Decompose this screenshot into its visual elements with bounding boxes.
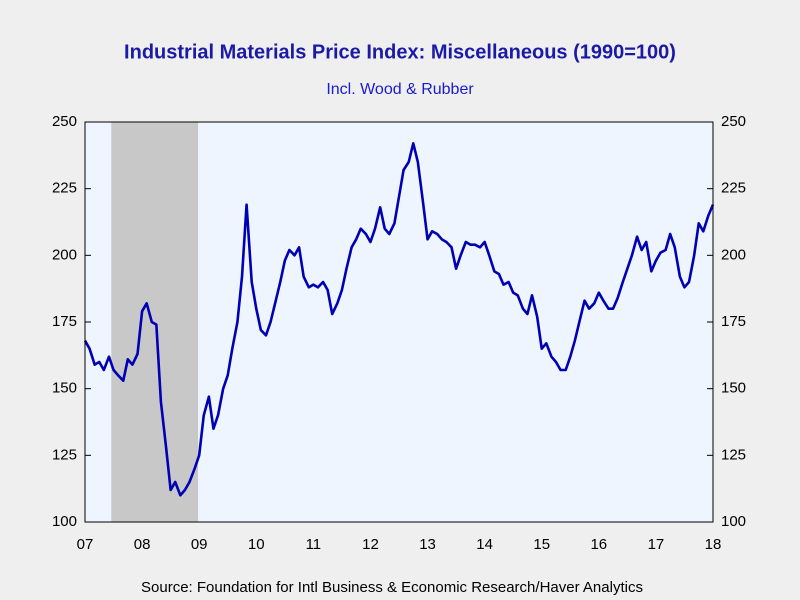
data-line [83,142,715,497]
x-tick-label: 10 [248,536,265,553]
y2-tick-label: 175 [721,313,746,330]
y2-tick-label: 250 [721,113,746,130]
y-tick-label: 150 [52,380,77,397]
x-tick-label: 09 [191,536,208,553]
chart-subtitle: Incl. Wood & Rubber [326,81,474,98]
plot-layer [83,122,715,522]
y-tick-label: 100 [52,513,77,530]
y2-tick-label: 150 [721,380,746,397]
x-tick-label: 08 [134,536,151,553]
y-tick-label: 175 [52,313,77,330]
y2-tick-label: 100 [721,513,746,530]
x-tick-label: 11 [306,536,322,553]
y2-tick-label: 225 [721,180,746,197]
x-tick-label: 07 [77,536,94,553]
y-tick-label: 200 [52,246,77,263]
y-tick-label: 250 [52,113,77,130]
y2-tick-label: 125 [721,446,746,463]
x-tick-label: 16 [590,536,607,553]
recession-shade [111,122,199,522]
y2-tick-label: 200 [721,246,746,263]
x-tick-label: 18 [705,536,722,553]
x-tick-label: 13 [419,536,436,553]
y-tick-label: 225 [52,180,77,197]
y-tick-label: 125 [52,446,77,463]
x-tick-label: 12 [362,536,379,553]
x-tick-label: 17 [648,536,665,553]
x-tick-label: 14 [476,536,493,553]
source-note: Source: Foundation for Intl Business & E… [141,579,643,596]
chart-title: Industrial Materials Price Index: Miscel… [124,41,676,63]
x-tick-label: 15 [533,536,550,553]
